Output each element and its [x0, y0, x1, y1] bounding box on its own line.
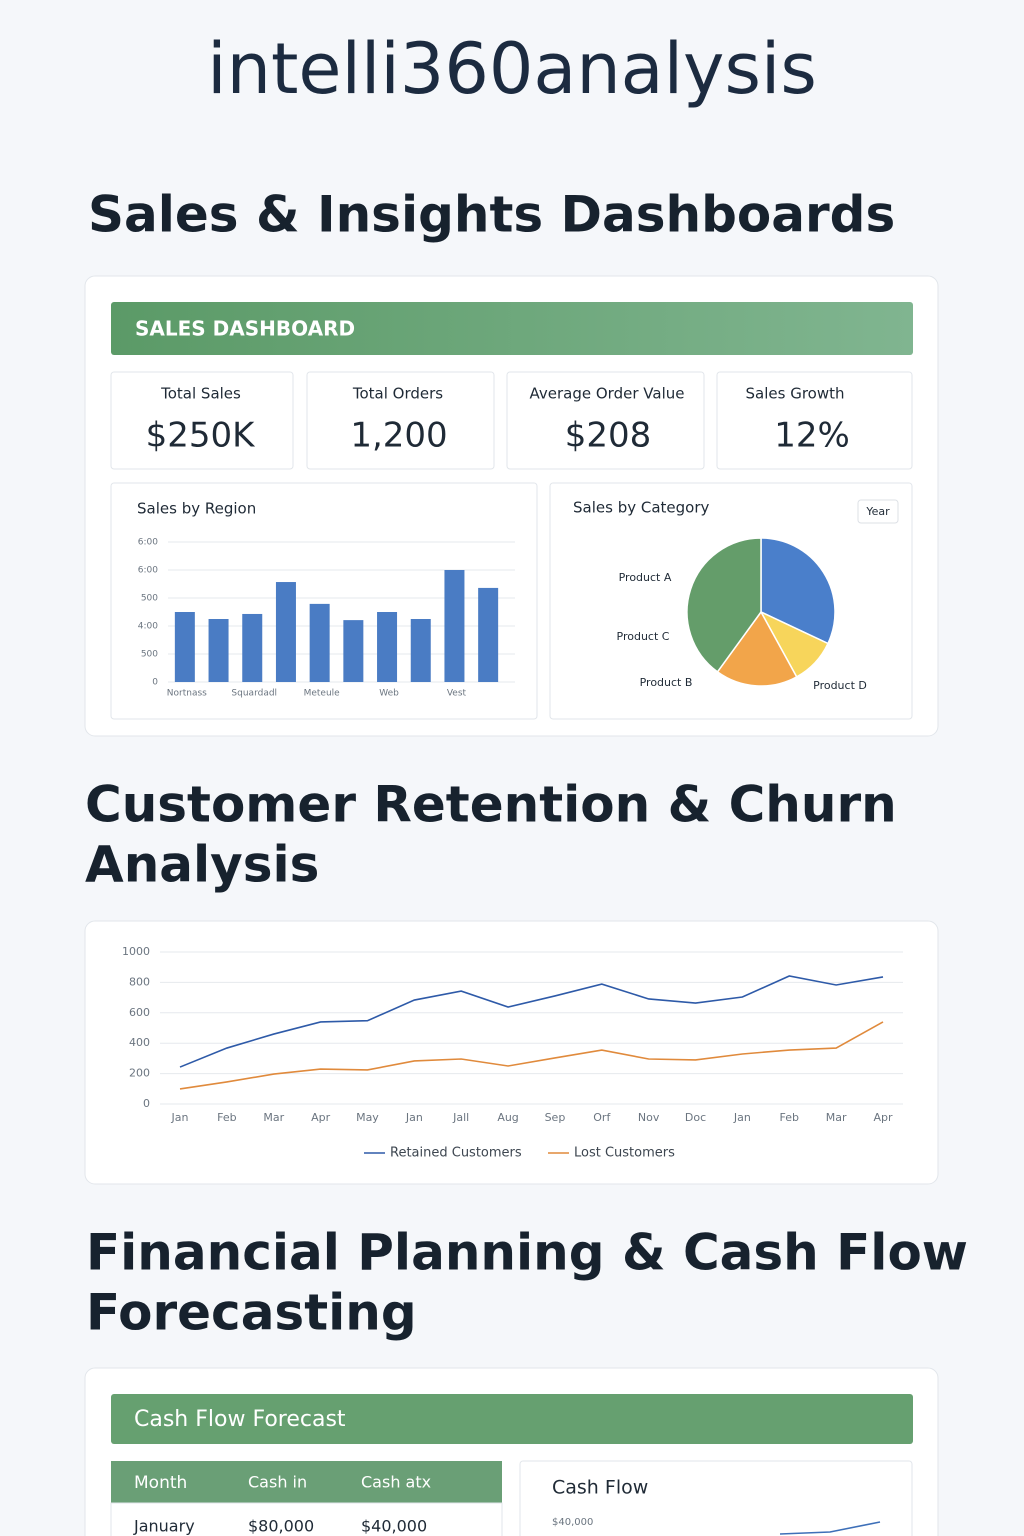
y-tick-label: 0	[143, 1097, 150, 1110]
section-heading: Forecasting	[86, 1284, 417, 1342]
line-series	[179, 1021, 884, 1090]
table-header-cell: Cash atx	[361, 1473, 431, 1492]
kpi-card	[110, 371, 294, 470]
kpi-label: Sales Growth	[746, 385, 845, 403]
y-tick-label: 4:00	[138, 622, 158, 632]
kpi-card	[506, 371, 705, 470]
x-tick-label: Apr	[873, 1111, 893, 1124]
y-tick-label: 500	[141, 650, 158, 660]
kpi-value: $250K	[146, 416, 257, 456]
banner	[111, 1394, 913, 1444]
table-cell: January	[133, 1517, 195, 1536]
kpi-label: Average Order Value	[530, 385, 685, 403]
pie-slice	[716, 610, 798, 687]
section-heading: Analysis	[85, 836, 319, 894]
x-tick-label: Doc	[685, 1111, 706, 1124]
kpi-label: Total Sales	[160, 385, 241, 403]
pie-label: Product D	[813, 679, 867, 692]
bar	[208, 619, 229, 682]
table-header-cell: Cash in	[248, 1473, 307, 1492]
kpi-value: 1,200	[350, 416, 447, 456]
x-tick-label: Nov	[638, 1111, 660, 1124]
x-tick-label: Jall	[452, 1111, 469, 1124]
chart-title: Sales by Region	[137, 500, 256, 518]
x-tick-label: Mar	[826, 1111, 847, 1124]
table-cell: $40,000	[361, 1517, 427, 1536]
y-tick-label: 0	[152, 678, 158, 688]
line-series	[779, 1521, 881, 1535]
chart-title: Cash Flow	[552, 1477, 648, 1499]
bar	[174, 612, 195, 682]
pie-label: Product C	[617, 630, 670, 643]
x-tick-label: Nortnass	[167, 689, 207, 699]
chart-card	[84, 920, 939, 1185]
x-tick-label: Vest	[447, 689, 467, 699]
section-heading: Financial Planning & Cash Flow	[86, 1224, 968, 1282]
kpi-value: 12%	[774, 416, 850, 456]
table-cell: $80,000	[248, 1517, 314, 1536]
section-heading: Sales & Insights Dashboards	[88, 186, 895, 244]
kpi-card	[306, 371, 495, 470]
section-heading: Customer Retention & Churn	[85, 776, 897, 834]
x-tick-label: Feb	[217, 1111, 236, 1124]
kpi-label: Total Orders	[352, 385, 443, 403]
bar	[377, 612, 398, 682]
bar	[309, 603, 330, 682]
y-tick-label: 800	[129, 975, 150, 988]
banner-title: SALES DASHBOARD	[135, 317, 355, 341]
y-tick-label: $40,000	[552, 1517, 593, 1528]
bar	[343, 620, 364, 682]
line-series	[179, 975, 884, 1068]
table-header	[111, 1461, 502, 1503]
y-tick-label: 500	[141, 594, 158, 604]
year-button[interactable]	[857, 499, 899, 524]
pie-slice	[760, 537, 836, 645]
x-tick-label: Orf	[593, 1111, 611, 1124]
x-tick-label: Jan	[171, 1111, 189, 1124]
brand: intelli360analysis	[207, 28, 817, 110]
y-tick-label: 1000	[122, 945, 150, 958]
banner	[111, 302, 913, 355]
table-row	[110, 1502, 503, 1536]
bar	[478, 587, 499, 682]
legend-label: Lost Customers	[574, 1146, 675, 1161]
y-tick-label: 6:00	[138, 538, 158, 548]
kpi-card	[716, 371, 913, 470]
x-tick-label: Apr	[311, 1111, 331, 1124]
x-tick-label: Jan	[405, 1111, 423, 1124]
x-tick-label: Sep	[545, 1111, 566, 1124]
x-tick-label: Aug	[497, 1111, 518, 1124]
x-tick-label: Jan	[733, 1111, 751, 1124]
pie-slice	[686, 537, 762, 673]
x-tick-label: Mar	[263, 1111, 284, 1124]
bar	[410, 619, 431, 682]
year-button-label: Year	[865, 505, 890, 518]
banner-title: Cash Flow Forecast	[134, 1407, 346, 1432]
bar	[242, 613, 263, 682]
y-tick-label: 400	[129, 1036, 150, 1049]
legend-label: Retained Customers	[390, 1146, 522, 1161]
pie-label: Product A	[619, 571, 672, 584]
chart-title: Sales by Category	[573, 499, 710, 517]
bar	[275, 582, 296, 682]
table-header-cell: Month	[134, 1473, 187, 1493]
x-tick-label: Feb	[780, 1111, 799, 1124]
y-tick-label: 6:00	[138, 566, 158, 576]
chart-card	[519, 1460, 913, 1536]
bar	[444, 570, 465, 682]
pie-label: Product B	[640, 676, 693, 689]
kpi-value: $208	[565, 416, 652, 456]
x-tick-label: Squardadl	[231, 689, 277, 699]
y-tick-label: 200	[129, 1067, 150, 1080]
x-tick-label: Web	[379, 689, 399, 699]
y-tick-label: 600	[129, 1006, 150, 1019]
chart-card	[110, 482, 538, 720]
x-tick-label: May	[356, 1111, 379, 1124]
x-tick-label: Meteule	[304, 689, 341, 699]
